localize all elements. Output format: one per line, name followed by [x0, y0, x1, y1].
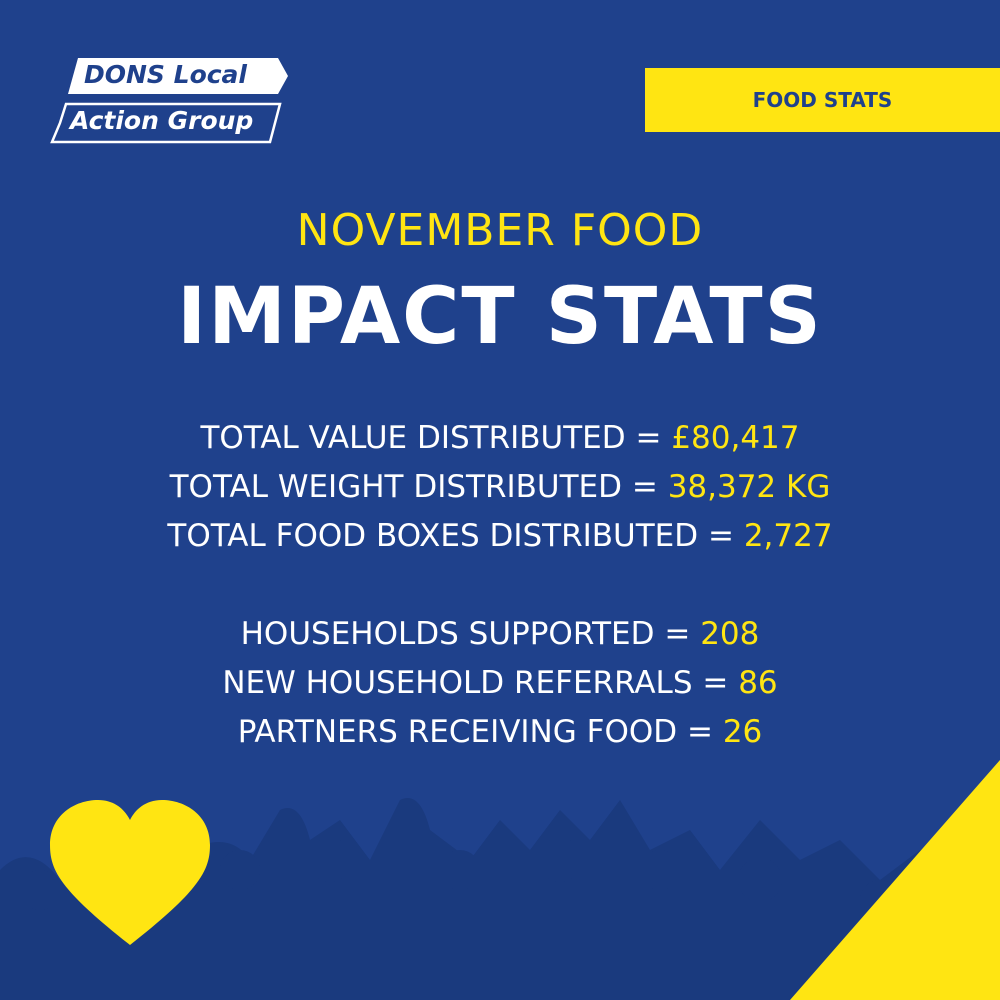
- stat-label: HOUSEHOLDS SUPPORTED =: [240, 616, 691, 652]
- stat-row: HOUSEHOLDS SUPPORTED = 208: [0, 610, 1000, 659]
- stat-label: TOTAL WEIGHT DISTRIBUTED =: [169, 469, 658, 505]
- stat-label: TOTAL FOOD BOXES DISTRIBUTED =: [167, 518, 734, 554]
- logo-line: Action Group: [70, 106, 254, 135]
- stats-group: TOTAL VALUE DISTRIBUTED = £80,417 TOTAL W…: [0, 414, 1000, 561]
- stat-value: 208: [700, 616, 760, 652]
- tag: FOOD STATS: [645, 68, 1000, 132]
- stat-value: 2,727: [743, 518, 833, 554]
- logo-badge: [68, 58, 288, 94]
- stat-label: TOTAL VALUE DISTRIBUTED =: [200, 420, 662, 456]
- corner-triangle: [790, 760, 1000, 1000]
- stats-group: HOUSEHOLDS SUPPORTED = 208 NEW HOUSEHOLD …: [0, 610, 1000, 757]
- stat-row: TOTAL WEIGHT DISTRIBUTED = 38,372 KG: [0, 463, 1000, 512]
- stat-label: PARTNERS RECEIVING FOOD =: [237, 714, 713, 750]
- stat-value: 38,372 KG: [667, 469, 831, 505]
- stat-label: NEW HOUSEHOLD REFERRALS =: [222, 665, 729, 701]
- title: IMPACT STATS: [177, 272, 823, 362]
- stat-row: TOTAL FOOD BOXES DISTRIBUTED = 2,727: [0, 512, 1000, 561]
- heart: [50, 800, 210, 945]
- stat-row: PARTNERS RECEIVING FOOD = 26: [0, 708, 1000, 757]
- logo-line: DONS Local: [84, 60, 248, 89]
- logo-outline: [50, 102, 282, 144]
- stat-value: £80,417: [671, 420, 800, 456]
- subtitle: NOVEMBER FOOD: [296, 205, 704, 256]
- stat-value: 86: [738, 665, 778, 701]
- stat-row: TOTAL VALUE DISTRIBUTED = £80,417: [0, 414, 1000, 463]
- stat-value: 26: [722, 714, 763, 750]
- stat-row: NEW HOUSEHOLD REFERRALS = 86: [0, 659, 1000, 708]
